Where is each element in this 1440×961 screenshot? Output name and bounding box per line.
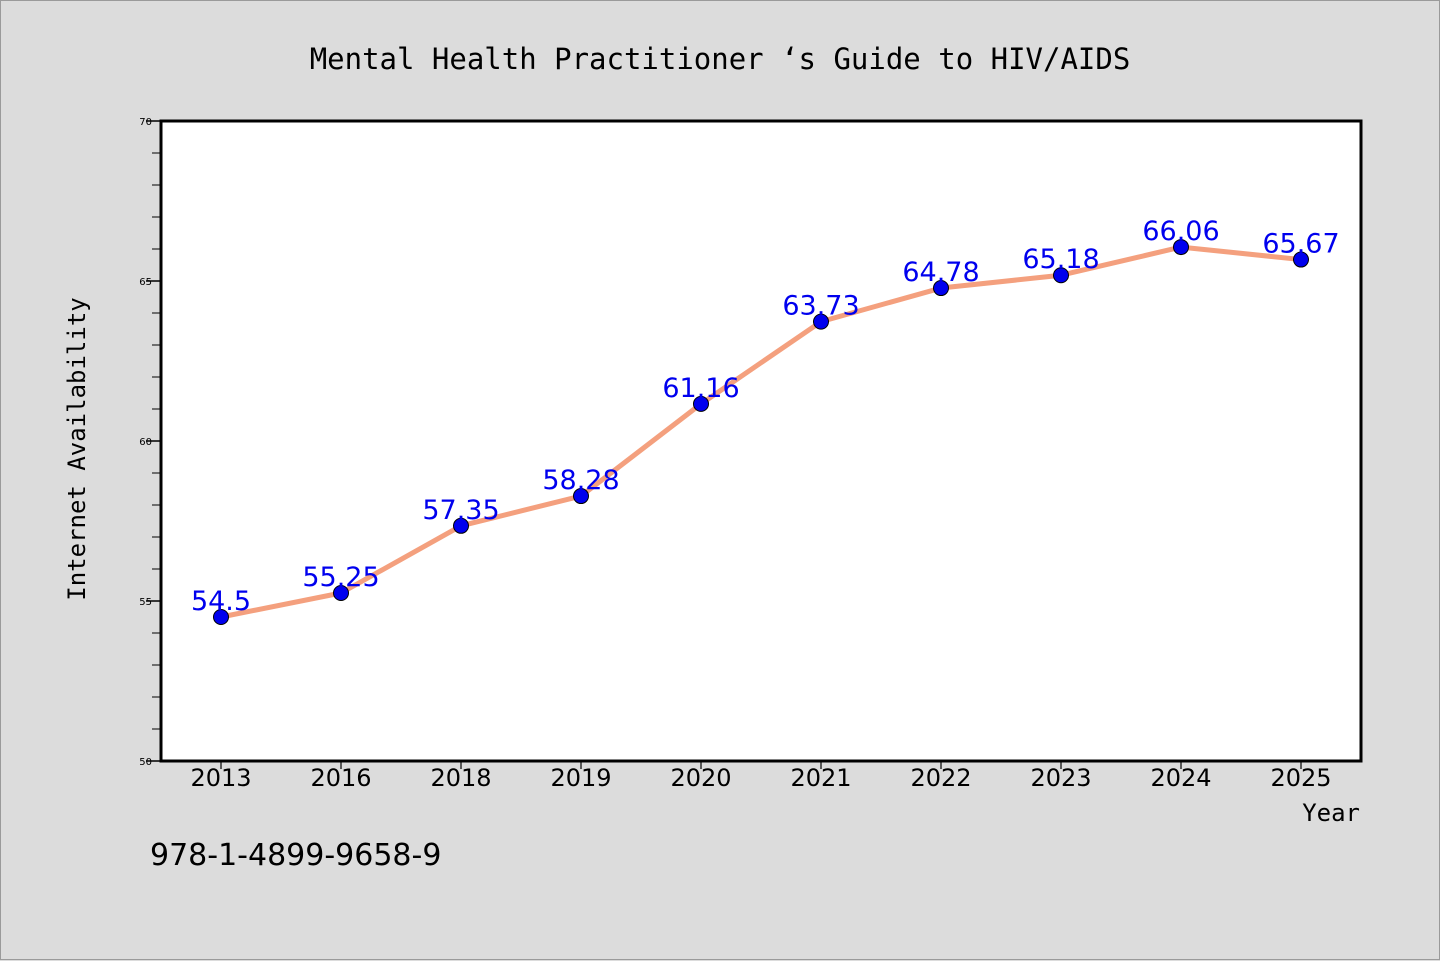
- data-label: 57.35: [422, 495, 499, 526]
- y-tick-label: 70: [139, 117, 152, 128]
- data-label: 61.16: [662, 373, 739, 404]
- x-tick-label: 2025: [1270, 764, 1331, 792]
- data-point: [1293, 251, 1309, 268]
- chart-title: Mental Health Practitioner ‘s Guide to H…: [310, 42, 1131, 76]
- data-point: [213, 609, 229, 625]
- x-tick-label: 2013: [190, 764, 251, 792]
- plot-area: [161, 121, 1361, 761]
- data-label: 54.5: [191, 586, 251, 617]
- series-line: [218, 244, 1304, 620]
- data-label: 66.06: [1142, 216, 1219, 247]
- data-point: [573, 488, 589, 505]
- x-tick-label: 2016: [310, 764, 371, 792]
- data-label: 55.25: [302, 562, 379, 593]
- x-tick-label: 2019: [550, 764, 611, 792]
- data-point: [1173, 239, 1189, 256]
- data-label: 64.78: [902, 257, 979, 288]
- isbn-text: 978-1-4899-9658-9: [150, 838, 441, 873]
- data-point: [813, 313, 829, 330]
- data-point: [933, 280, 949, 297]
- x-tick-label: 2023: [1030, 764, 1091, 792]
- data-label: 58.28: [542, 465, 619, 496]
- data-point: [333, 585, 349, 601]
- y-tick-label: 50: [139, 757, 152, 768]
- y-tick-label: 65: [139, 277, 152, 288]
- x-axis-label: Year: [1302, 799, 1360, 827]
- data-point: [453, 517, 469, 534]
- y-tick-label: 55: [139, 597, 152, 608]
- y-tick-label: 60: [139, 437, 152, 448]
- data-label: 65.67: [1262, 229, 1339, 260]
- x-tick-label: 2022: [910, 764, 971, 792]
- data-point: [1053, 267, 1069, 284]
- data-point: [693, 395, 709, 412]
- x-tick-label: 2024: [1150, 764, 1211, 792]
- x-tick-label: 2018: [430, 764, 491, 792]
- x-tick-label: 2020: [670, 764, 731, 792]
- data-label: 63.73: [782, 291, 859, 322]
- x-tick-label: 2021: [790, 764, 851, 792]
- plot-border: [159, 119, 1363, 763]
- data-label: 65.18: [1022, 244, 1099, 275]
- y-axis-label: Internet Availability: [63, 297, 91, 600]
